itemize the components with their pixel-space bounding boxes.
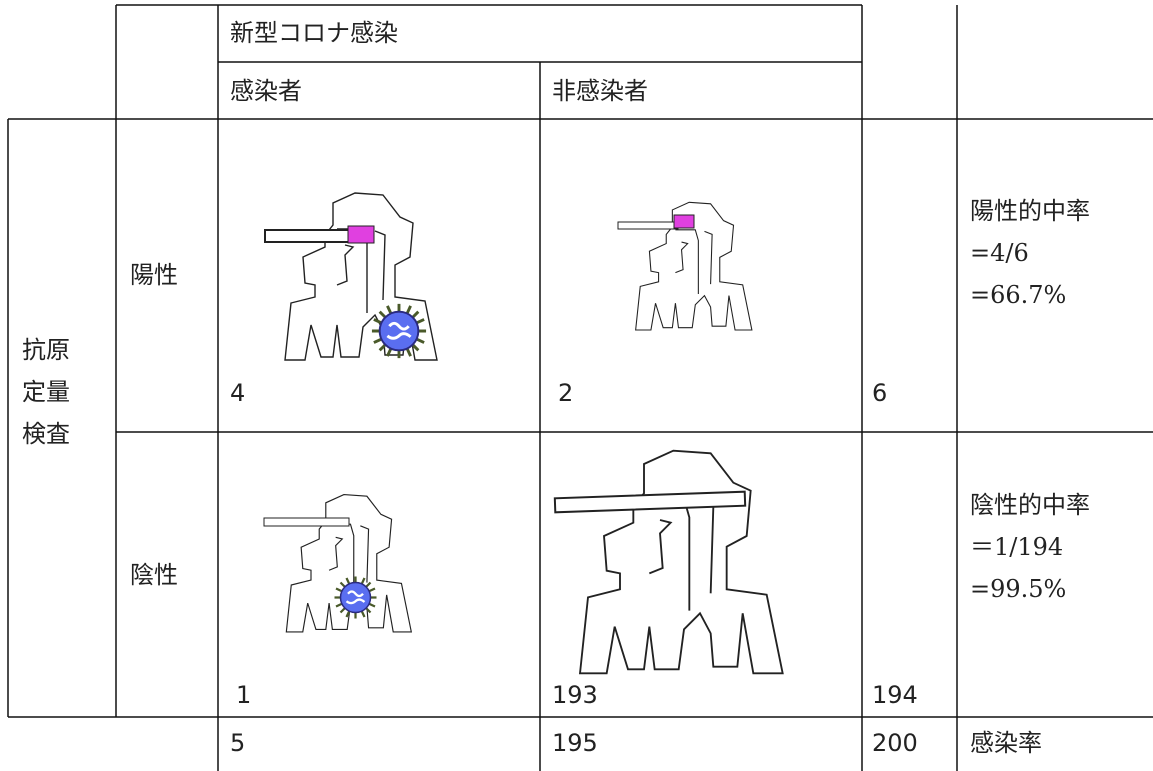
grid-lines bbox=[7, 4, 1153, 771]
illustration-neg-noninfected bbox=[553, 449, 784, 675]
grand-total: 200 bbox=[872, 729, 918, 757]
column-header: 感染者 bbox=[230, 77, 302, 105]
illustration-pos-noninfected bbox=[617, 201, 753, 331]
column-header: 非感染者 bbox=[552, 77, 648, 105]
row-total: 194 bbox=[872, 681, 918, 709]
illustration-neg-infected bbox=[263, 494, 412, 633]
count: 2 bbox=[558, 379, 574, 407]
count: 4 bbox=[230, 379, 246, 407]
note: 陰性的中率 bbox=[970, 491, 1090, 519]
row-label: 陽性 bbox=[130, 261, 178, 289]
note: =66.7% bbox=[970, 281, 1067, 309]
totals-label: 感染率 bbox=[970, 729, 1042, 757]
note: =99.5% bbox=[970, 575, 1067, 603]
row-group-label: 検査 bbox=[22, 420, 70, 448]
row-total: 6 bbox=[872, 379, 888, 407]
count: 1 bbox=[236, 681, 252, 709]
row-group-label: 抗原 bbox=[22, 336, 70, 364]
row-label: 陰性 bbox=[130, 561, 178, 589]
count: 193 bbox=[552, 681, 598, 709]
note: 陽性的中率 bbox=[970, 197, 1090, 225]
column-total: 5 bbox=[230, 729, 246, 757]
illustration-pos-infected bbox=[264, 192, 438, 361]
note: ＝1/194 bbox=[970, 533, 1064, 561]
note: =4/6 bbox=[970, 239, 1029, 267]
column-total: 195 bbox=[552, 729, 598, 757]
group-header: 新型コロナ感染 bbox=[230, 19, 398, 47]
row-group-label: 定量 bbox=[22, 378, 70, 406]
